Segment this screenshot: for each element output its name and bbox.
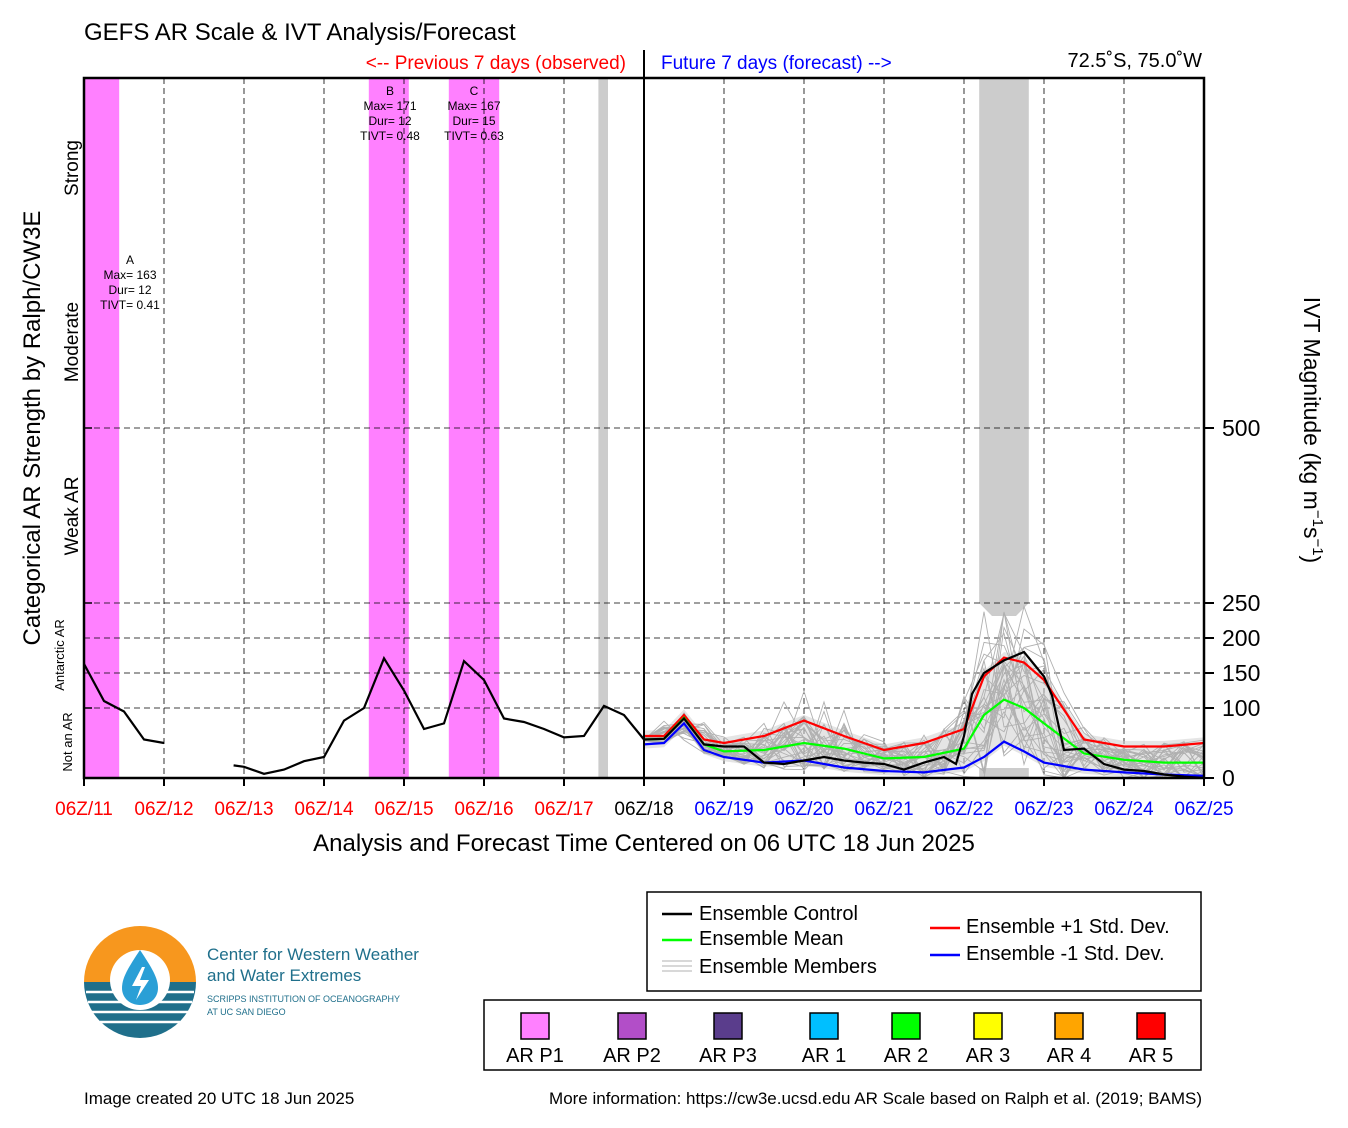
y-tick-label: 100 <box>1222 695 1260 721</box>
previous-days-label: <-- Previous 7 days (observed) <box>366 53 626 74</box>
left-axis-title: Categorical AR Strength by Ralph/CW3E <box>19 211 46 646</box>
scale-swatch-6 <box>1054 1012 1084 1040</box>
legend-control-label: Ensemble Control <box>699 903 858 925</box>
scale-label-5: AR 3 <box>966 1045 1010 1067</box>
scale-label-6: AR 4 <box>1047 1045 1091 1067</box>
chart-title: GEFS AR Scale & IVT Analysis/Forecast <box>84 19 516 46</box>
event-a-line: TIVT= 0.41 <box>100 298 160 312</box>
uncertain-span-0 <box>598 78 608 778</box>
series-plus_std-line <box>644 656 1204 752</box>
scale-label-4: AR 2 <box>884 1045 928 1067</box>
event-b-annotation: B Max= 171 Dur= 12 TIVT= 0.48 <box>360 84 420 143</box>
x-tick-label: 06Z/21 <box>854 799 913 820</box>
observed-ivt-line-1 <box>233 655 645 775</box>
x-tick-label: 06Z/12 <box>134 799 193 820</box>
x-tick-label: 06Z/24 <box>1094 799 1154 820</box>
category-antarctic-ar: Antarctic AR <box>52 619 67 691</box>
series-lines <box>84 650 1204 778</box>
scale-label-3: AR 1 <box>802 1045 846 1067</box>
footer-created: Image created 20 UTC 18 Jun 2025 <box>84 1089 354 1108</box>
event-b-line: Dur= 12 <box>368 114 411 128</box>
x-tick-label: 06Z/25 <box>1174 799 1233 820</box>
event-a-line: Dur= 12 <box>108 283 151 297</box>
legend-members-swatch <box>662 960 692 972</box>
event-b-line: B <box>386 84 394 98</box>
ensemble-member-line <box>643 646 1204 778</box>
logo-line4: AT UC SAN DIEGO <box>207 1007 286 1017</box>
series-legend: Ensemble Control Ensemble Mean Ensemble … <box>646 891 1202 992</box>
series-legend-box <box>646 891 1202 992</box>
x-tick-label: 06Z/20 <box>774 799 833 820</box>
legend-mean-label: Ensemble Mean <box>699 928 844 950</box>
ensemble-member-line <box>643 694 1204 778</box>
x-tick-label: 06Z/18 <box>614 799 673 820</box>
uncertain-span-base-1 <box>979 768 1029 778</box>
x-tick-label: 06Z/11 <box>55 799 113 820</box>
event-a-annotation: A Max= 163 Dur= 12 TIVT= 0.41 <box>100 253 160 312</box>
category-moderate: Moderate <box>62 302 83 382</box>
x-tick-label: 06Z/17 <box>534 799 593 820</box>
event-annotations: A Max= 163 Dur= 12 TIVT= 0.41B Max= 171 Dur= … <box>100 84 504 312</box>
cw3e-logo: Center for Western Weather and Water Ext… <box>84 926 419 1038</box>
x-tick-label: 06Z/14 <box>294 799 354 820</box>
y-axis-ticks: 0 100 150 200 250 500 <box>84 415 1260 791</box>
logo-bolt-icon <box>132 967 149 1000</box>
future-days-label: Future 7 days (forecast) --> <box>661 53 892 74</box>
scale-label-7: AR 5 <box>1129 1045 1173 1067</box>
x-tick-label: 06Z/13 <box>214 799 273 820</box>
scale-swatch-1 <box>617 1012 647 1040</box>
x-tick-label: 06Z/15 <box>374 799 433 820</box>
event-a-line: Max= 163 <box>103 268 156 282</box>
event-b-line: TIVT= 0.48 <box>360 129 420 143</box>
scale-swatch-7 <box>1136 1012 1166 1040</box>
x-tick-label: 06Z/23 <box>1014 799 1073 820</box>
scale-label-1: AR P2 <box>603 1045 661 1067</box>
category-strong: Strong <box>62 140 83 196</box>
y-tick-label: 150 <box>1222 660 1260 686</box>
event-c-line: Max= 167 <box>447 99 500 113</box>
event-c-line: Dur= 15 <box>452 114 495 128</box>
y-tick-label: 0 <box>1222 765 1235 791</box>
series-minus_std-line <box>643 721 1204 777</box>
logo-line1: Center for Western Weather <box>207 945 419 964</box>
category-not-an-ar: Not an AR <box>60 712 75 771</box>
scale-swatch-5 <box>973 1012 1003 1040</box>
event-a-line: A <box>126 253 134 267</box>
y-tick-label: 250 <box>1222 590 1260 616</box>
scale-swatch-3 <box>809 1012 839 1040</box>
legend-members-label: Ensemble Members <box>699 956 877 978</box>
logo-line2: and Water Extremes <box>207 966 361 985</box>
observed-ivt-line-0 <box>84 663 165 745</box>
legend-minus-std-label: Ensemble -1 Std. Dev. <box>966 943 1165 965</box>
right-axis-title: IVT Magnitude (kg m−1s−1) <box>1299 297 1326 563</box>
scale-label-2: AR P3 <box>699 1045 757 1067</box>
series-control-line <box>643 650 1204 778</box>
uncertain-span-1 <box>979 78 1029 616</box>
legend-plus-std-label: Ensemble +1 Std. Dev. <box>966 916 1170 938</box>
scale-swatch-2 <box>713 1012 743 1040</box>
event-c-line: C <box>470 84 479 98</box>
event-c-annotation: C Max= 167 Dur= 15 TIVT= 0.63 <box>444 84 504 143</box>
footer-info: More information: https://cw3e.ucsd.edu … <box>549 1089 1202 1108</box>
scale-swatch-0 <box>520 1012 550 1040</box>
event-c-line: TIVT= 0.63 <box>444 129 504 143</box>
y-tick-label: 200 <box>1222 625 1260 651</box>
location-label: 72.5˚S, 75.0˚W <box>1067 50 1202 72</box>
x-tick-label: 06Z/16 <box>454 799 513 820</box>
ar-scale-legend: AR P1 AR P2 AR P3 AR 1 AR 2 AR 3 AR 4 AR 5 <box>506 1012 1173 1067</box>
x-tick-label: 06Z/19 <box>694 799 753 820</box>
y-tick-label: 500 <box>1222 415 1260 441</box>
x-tick-label: 06Z/22 <box>934 799 993 820</box>
event-b-line: Max= 171 <box>363 99 416 113</box>
x-axis-title: Analysis and Forecast Time Centered on 0… <box>313 830 975 857</box>
logo-line3: SCRIPPS INSTITUTION OF OCEANOGRAPHY <box>207 994 400 1004</box>
category-weak-ar: Weak AR <box>62 477 83 556</box>
scale-swatch-4 <box>891 1012 921 1040</box>
x-axis-ticks: 06Z/11 06Z/12 06Z/13 06Z/14 06Z/15 06Z/16 06Z/… <box>55 778 1234 820</box>
scale-label-0: AR P1 <box>506 1045 564 1067</box>
